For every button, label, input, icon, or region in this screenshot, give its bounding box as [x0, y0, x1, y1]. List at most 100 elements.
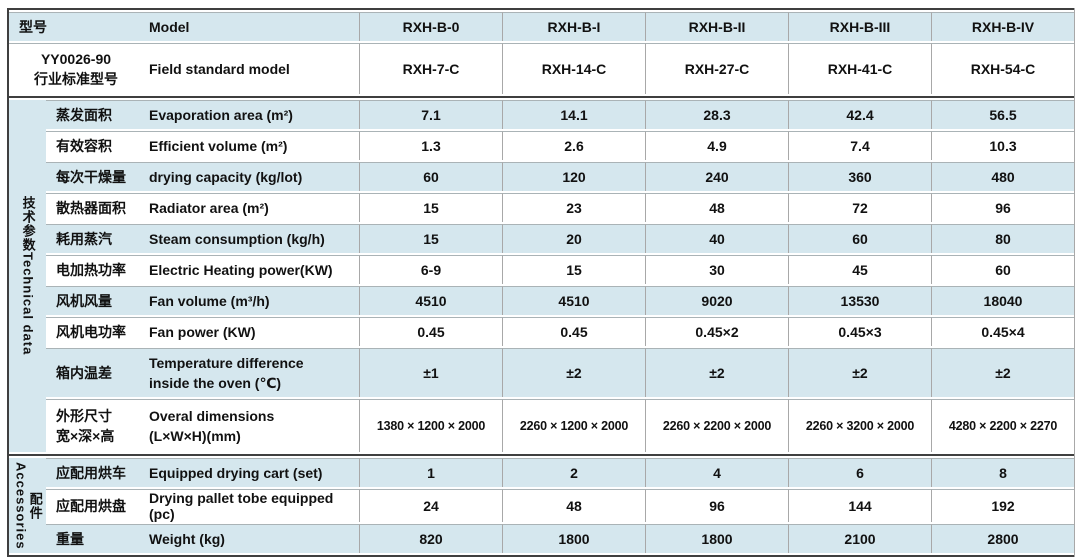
accessories-group-label-en: Accessories [13, 461, 29, 550]
standard-label-zh: YY0026-90 行业标准型号 [9, 43, 143, 94]
row-label-en: Weight (kg) [143, 524, 359, 553]
cell-value: 15 [359, 224, 502, 253]
row-label-zh: 重量 [46, 524, 143, 553]
cell-value: 96 [645, 489, 788, 522]
cell-value: 9020 [645, 286, 788, 315]
cell-value: 1800 [502, 524, 645, 553]
cell-value: ±2 [645, 348, 788, 397]
spec-table: 型号 Model RXH-B-0 RXH-B-I RXH-B-II RXH-B-… [7, 8, 1075, 557]
model-name: RXH-B-I [502, 12, 645, 41]
cell-value: 13530 [788, 286, 931, 315]
row-label-en: Efficient volume (m²) [143, 131, 359, 160]
table-row: 电加热功率 Electric Heating power(KW) 6-9 15 … [9, 255, 1074, 284]
row-label-en: Equipped drying cart (set) [143, 458, 359, 487]
model-name: RXH-B-III [788, 12, 931, 41]
table-row: 风机电功率 Fan power (KW) 0.45 0.45 0.45×2 0.… [9, 317, 1074, 346]
cell-value: 4510 [359, 286, 502, 315]
cell-value: 4510 [502, 286, 645, 315]
cell-value: 360 [788, 162, 931, 191]
row-label-zh: 应配用烘盘 [46, 489, 143, 522]
table-row: 散热器面积 Radiator area (m²) 15 23 48 72 96 [9, 193, 1074, 222]
model-row: 型号 Model RXH-B-0 RXH-B-I RXH-B-II RXH-B-… [9, 12, 1074, 41]
technical-group-cell: 技术参数Technical data [9, 100, 46, 452]
table-row: 风机风量 Fan volume (m³/h) 4510 4510 9020 13… [9, 286, 1074, 315]
cell-value: 192 [931, 489, 1074, 522]
cell-value: 15 [359, 193, 502, 222]
cell-value: 72 [788, 193, 931, 222]
cell-value: 2 [502, 458, 645, 487]
cell-value: 4280 × 2200 × 2270 [931, 399, 1074, 452]
technical-block: 技术参数Technical data 蒸发面积 Evaporation area… [9, 98, 1074, 454]
model-label-en: Model [143, 12, 359, 41]
cell-value: 48 [645, 193, 788, 222]
accessories-group-label-zh: 配件 [27, 491, 43, 520]
cell-value: 0.45×2 [645, 317, 788, 346]
accessories-block: Accessories 配件 应配用烘车 Equipped drying car… [9, 456, 1074, 555]
cell-value: 0.45 [502, 317, 645, 346]
row-label-zh: 散热器面积 [46, 193, 143, 222]
cell-value: 40 [645, 224, 788, 253]
cell-value: ±2 [502, 348, 645, 397]
cell-value: 0.45×4 [931, 317, 1074, 346]
cell-value: 1800 [645, 524, 788, 553]
table-row: 箱内温差 Temperature difference inside the o… [9, 348, 1074, 397]
cell-value: 60 [788, 224, 931, 253]
row-label-en: Electric Heating power(KW) [143, 255, 359, 284]
row-label-zh: 风机电功率 [46, 317, 143, 346]
row-label-en: Evaporation area (m²) [143, 100, 359, 129]
cell-value: 60 [931, 255, 1074, 284]
cell-value: 80 [931, 224, 1074, 253]
row-label-zh: 耗用蒸汽 [46, 224, 143, 253]
row-label-zh: 蒸发面积 [46, 100, 143, 129]
row-label-zh: 电加热功率 [46, 255, 143, 284]
row-label-en: Temperature difference inside the oven (… [143, 348, 359, 397]
cell-value: ±1 [359, 348, 502, 397]
cell-value: 2260 × 2200 × 2000 [645, 399, 788, 452]
standard-label-en: Field standard model [143, 43, 359, 94]
field-standard-row: YY0026-90 行业标准型号 Field standard model RX… [9, 43, 1074, 94]
standard-model: RXH-14-C [502, 43, 645, 94]
cell-value: 7.4 [788, 131, 931, 160]
cell-value: 2260 × 3200 × 2000 [788, 399, 931, 452]
section-rule [9, 96, 1074, 98]
row-label-zh: 外形尺寸 宽×深×高 [46, 399, 143, 452]
standard-model: RXH-41-C [788, 43, 931, 94]
technical-group-label: 技术参数Technical data [20, 196, 36, 356]
cell-value: 0.45 [359, 317, 502, 346]
cell-value: 56.5 [931, 100, 1074, 129]
cell-value: 4.9 [645, 131, 788, 160]
cell-value: 6-9 [359, 255, 502, 284]
cell-value: 15 [502, 255, 645, 284]
cell-value: 144 [788, 489, 931, 522]
cell-value: 0.45×3 [788, 317, 931, 346]
row-label-en: Fan power (KW) [143, 317, 359, 346]
table-row: 外形尺寸 宽×深×高 Overal dimensions (L×W×H)(mm)… [9, 399, 1074, 452]
cell-value: 2260 × 1200 × 2000 [502, 399, 645, 452]
cell-value: 4 [645, 458, 788, 487]
cell-value: ±2 [931, 348, 1074, 397]
cell-value: 10.3 [931, 131, 1074, 160]
table-row: 应配用烘盘 Drying pallet tobe equipped (pc) 2… [9, 489, 1074, 522]
row-label-en: drying capacity (kg/lot) [143, 162, 359, 191]
cell-value: 6 [788, 458, 931, 487]
cell-value: 28.3 [645, 100, 788, 129]
cell-value: 24 [359, 489, 502, 522]
top-rule [9, 8, 1074, 10]
model-name: RXH-B-IV [931, 12, 1074, 41]
cell-value: 30 [645, 255, 788, 284]
cell-value: 2.6 [502, 131, 645, 160]
row-label-zh: 应配用烘车 [46, 458, 143, 487]
row-label-zh: 风机风量 [46, 286, 143, 315]
standard-model: RXH-7-C [359, 43, 502, 94]
cell-value: 2800 [931, 524, 1074, 553]
table-row: 每次干燥量 drying capacity (kg/lot) 60 120 24… [9, 162, 1074, 191]
cell-value: 20 [502, 224, 645, 253]
model-name: RXH-B-0 [359, 12, 502, 41]
cell-value: 23 [502, 193, 645, 222]
cell-value: 7.1 [359, 100, 502, 129]
section-rule [9, 454, 1074, 456]
cell-value: 45 [788, 255, 931, 284]
cell-value: 18040 [931, 286, 1074, 315]
row-label-zh: 箱内温差 [46, 348, 143, 397]
cell-value: 14.1 [502, 100, 645, 129]
